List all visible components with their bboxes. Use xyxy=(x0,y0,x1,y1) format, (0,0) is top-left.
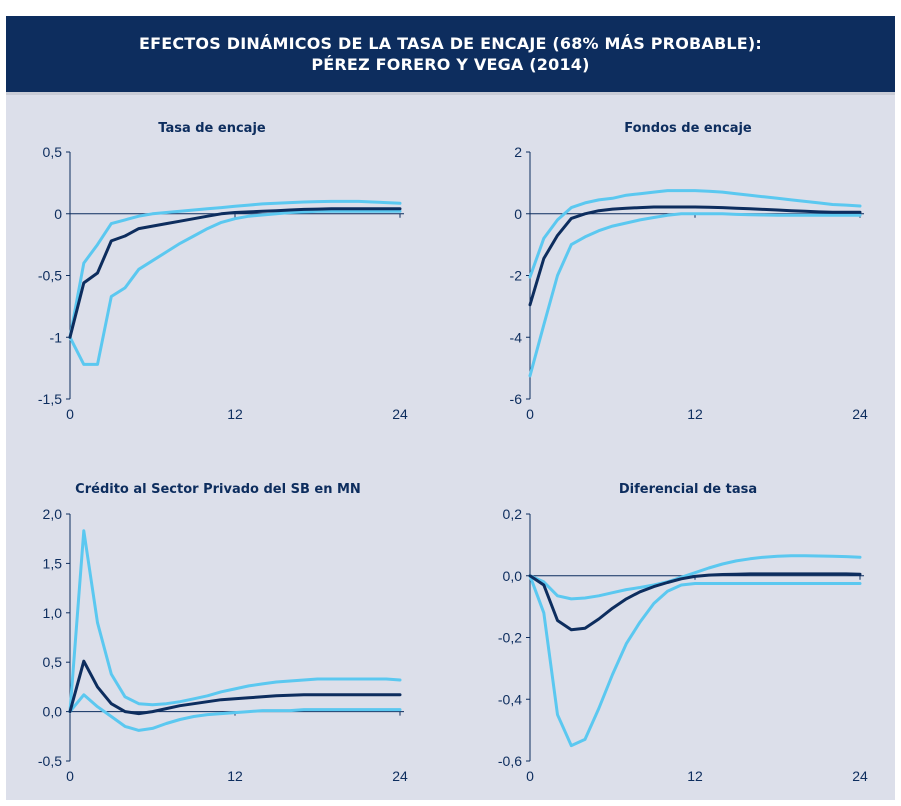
series-upper-line xyxy=(68,199,402,339)
y-tick-label: 2 xyxy=(514,144,522,160)
x-tick-label: 0 xyxy=(526,406,534,422)
x-tick-label: 12 xyxy=(227,768,243,784)
series-lower-line xyxy=(528,212,862,378)
y-tick-label: 0,2 xyxy=(503,506,523,522)
y-tick-label: 0 xyxy=(54,206,62,222)
y-tick-label: -6 xyxy=(510,391,523,407)
y-tick-label: -4 xyxy=(510,329,523,345)
y-tick-label: -1,5 xyxy=(38,391,62,407)
header-title-line1: EFECTOS DINÁMICOS DE LA TASA DE ENCAJE (… xyxy=(138,34,763,53)
series-median-line xyxy=(528,572,862,632)
x-tick-label: 0 xyxy=(526,768,534,784)
x-tick-label: 0 xyxy=(66,768,74,784)
y-tick-label: 2,0 xyxy=(43,506,63,522)
series-upper-line xyxy=(528,189,862,279)
y-tick-label: -0,6 xyxy=(498,753,522,769)
x-tick-label: 0 xyxy=(66,406,74,422)
x-tick-label: 24 xyxy=(392,768,408,784)
series-lower-line xyxy=(528,574,862,748)
y-tick-label: -0,4 xyxy=(498,691,522,707)
y-tick-label: -0,5 xyxy=(38,268,62,284)
series-upper-line xyxy=(528,554,862,601)
y-tick-label: -2 xyxy=(510,268,523,284)
y-tick-label: 0,5 xyxy=(43,654,63,670)
y-tick-label: 0,0 xyxy=(503,568,523,584)
y-tick-label: 1,0 xyxy=(43,605,63,621)
y-tick-label: 0 xyxy=(514,206,522,222)
y-tick-label: -1 xyxy=(50,329,63,345)
y-tick-label: 1,5 xyxy=(43,555,63,571)
series-median-line xyxy=(528,205,862,307)
x-tick-label: 24 xyxy=(852,768,868,784)
y-tick-label: -0,5 xyxy=(38,753,62,769)
series-lower-line xyxy=(68,209,402,366)
header-title-line2: PÉREZ FORERO Y VEGA (2014) xyxy=(311,55,590,74)
series-median-line xyxy=(68,207,402,339)
x-tick-label: 12 xyxy=(687,768,703,784)
chart-title: Tasa de encaje xyxy=(158,121,266,136)
series-upper-line xyxy=(68,529,402,714)
x-tick-label: 24 xyxy=(392,406,408,422)
x-tick-label: 24 xyxy=(852,406,868,422)
chart-3: Crédito al Sector Privado del SB en MN 2,… xyxy=(38,482,408,784)
x-tick-label: 12 xyxy=(687,406,703,422)
series-lower-line xyxy=(68,693,402,732)
chart-4: Diferencial de tasa 0,2 0,0 -0,2 -0,4 -0,60 12… xyxy=(498,482,868,784)
series-median-line xyxy=(68,659,402,716)
chart-title: Crédito al Sector Privado del SB en MN xyxy=(75,482,361,497)
chart-header: EFECTOS DINÁMICOS DE LA TASA DE ENCAJE (… xyxy=(6,16,895,92)
y-tick-label: -0,2 xyxy=(498,630,522,646)
chart-title: Fondos de encaje xyxy=(624,121,752,136)
header-divider xyxy=(6,92,895,95)
y-tick-label: 0,0 xyxy=(43,704,63,720)
y-tick-label: 0,5 xyxy=(43,144,63,160)
x-tick-label: 12 xyxy=(227,406,243,422)
chart-title: Diferencial de tasa xyxy=(619,482,757,497)
